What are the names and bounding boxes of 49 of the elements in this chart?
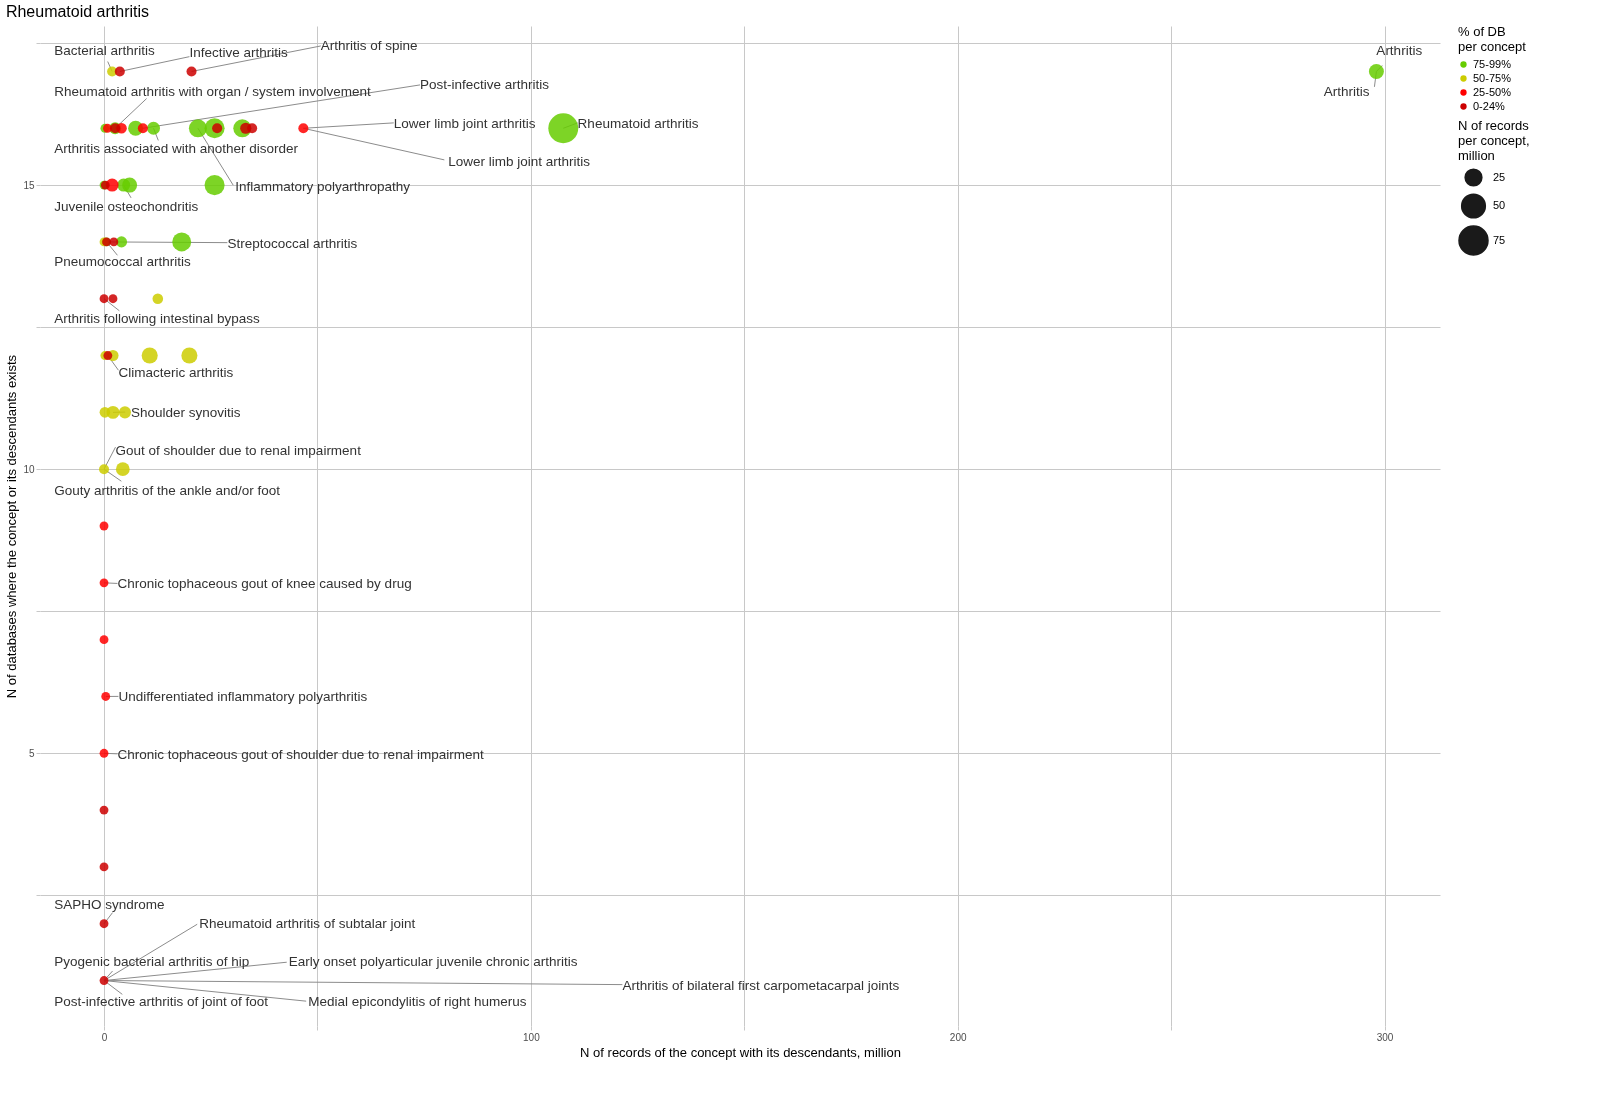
x-axis-title: N of records of the concept with its descendants, million	[580, 1044, 901, 1060]
annotation: Arthritis following intestinal bypass	[54, 310, 261, 326]
annotation: Chronic tophaceous gout of shoulder due to renal impairment	[117, 746, 484, 762]
annotation: Undifferentiated inflammatory polyarthritis	[118, 689, 368, 705]
annotation: Early onset polyarticular juvenile chronic arthritis	[288, 954, 578, 970]
x-tick-label: 0	[101, 1031, 108, 1043]
legend-label: 75	[1493, 233, 1506, 246]
annotation: Pyogenic bacterial arthritis of hip	[54, 954, 250, 970]
annotation: Inflammatory polyarthropathy	[235, 179, 411, 195]
annotation: Lower limb joint arthritis	[393, 115, 536, 131]
annotation: Arthritis	[1323, 83, 1370, 99]
annotation: Infective arthritis	[189, 44, 288, 60]
annotation: Climacteric arthritis	[118, 365, 234, 381]
chart-title: Rheumatoid arthritis	[5, 3, 150, 20]
annotation: Bacterial arthritis	[54, 42, 155, 58]
legend-title: % of DB per concept	[1458, 24, 1527, 54]
annotation: Gouty arthritis of the ankle and/or foot	[54, 482, 281, 498]
annotation: Shoulder synovitis	[131, 405, 241, 421]
annotation: Lower limb joint arthritis	[448, 153, 591, 169]
annotation: Rheumatoid arthritis with organ / system involvement	[54, 83, 372, 99]
annotation: Arthritis of spine	[320, 37, 418, 53]
legend-label: 0-24%	[1473, 99, 1506, 112]
y-tick-label: 10	[23, 463, 35, 475]
annotation: SAPHO syndrome	[54, 896, 165, 912]
annotation: Arthritis of bilateral first carpometacarpal joints	[622, 977, 900, 993]
annotation: Arthritis	[1376, 42, 1423, 58]
legend-label: 75-99%	[1473, 57, 1512, 70]
annotation: Post-infective arthritis of joint of foot	[54, 994, 269, 1010]
y-tick-label: 5	[28, 747, 35, 759]
legend-label: 50-75%	[1473, 71, 1512, 84]
annotation: Medial epicondylitis of right humerus	[308, 994, 527, 1010]
text: N of records per concept, million	[1458, 118, 1530, 163]
legend-label: 25	[1493, 170, 1506, 183]
annotation: Rheumatoid arthritis	[577, 115, 699, 131]
legend-label: 50	[1493, 199, 1506, 211]
x-tick-label: 300	[1376, 1031, 1394, 1043]
y-tick-label: 15	[23, 179, 35, 191]
annotation: Post-infective arthritis	[420, 76, 550, 92]
annotation: Pneumococcal arthritis	[54, 254, 192, 270]
legend-label: 25-50%	[1473, 85, 1512, 98]
annotation: Streptococcal arthritis	[227, 235, 358, 251]
annotation: Chronic tophaceous gout of knee caused by drug	[117, 576, 412, 592]
annotation: Gout of shoulder due to renal impairment	[115, 443, 362, 459]
annotation: Arthritis associated with another disorder	[54, 141, 299, 157]
annotation: Rheumatoid arthritis of subtalar joint	[199, 916, 416, 932]
annotation: Juvenile osteochondritis	[54, 198, 199, 214]
x-tick-label: 100	[523, 1031, 541, 1043]
x-tick-label: 200	[949, 1031, 967, 1043]
y-axis-title: N of databases where the concept or its descendants exists	[4, 354, 20, 699]
